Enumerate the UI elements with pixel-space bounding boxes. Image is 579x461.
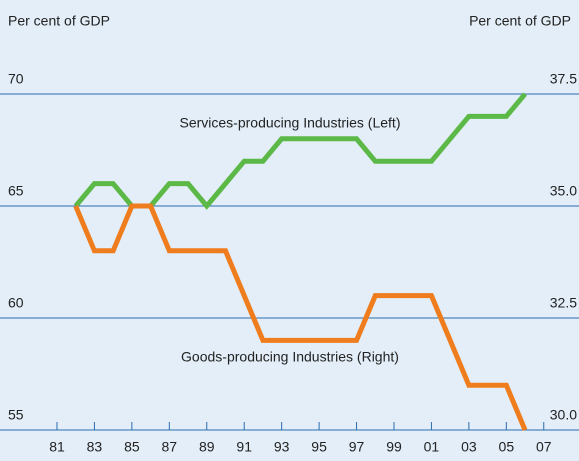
x-tick-label: 83 [87, 439, 103, 455]
y2-tick-label: 35.0 [550, 183, 577, 199]
series-label: Services-producing Industries (Left) [180, 115, 401, 131]
y2-axis-label: Per cent of GDP [469, 13, 571, 29]
y-tick-label: 55 [8, 407, 24, 423]
x-tick-label: 07 [536, 439, 552, 455]
x-tick-label: 01 [424, 439, 440, 455]
x-tick-label: 05 [499, 439, 515, 455]
y-tick-label: 65 [8, 183, 24, 199]
x-tick-label: 89 [199, 439, 215, 455]
x-tick-label: 81 [49, 439, 65, 455]
x-tick-label: 03 [461, 439, 477, 455]
series-line [73, 203, 528, 431]
x-tick-label: 97 [349, 439, 365, 455]
x-tick-label: 85 [124, 439, 140, 455]
series-line [73, 92, 527, 210]
x-tick-label: 87 [162, 439, 178, 455]
y2-tick-label: 32.5 [550, 295, 577, 311]
y2-tick-label: 30.0 [550, 407, 577, 423]
x-tick-label: 95 [311, 439, 327, 455]
x-tick-label: 93 [274, 439, 290, 455]
x-tick-label: 91 [236, 439, 252, 455]
y-tick-label: 70 [8, 71, 24, 87]
series-label: Goods-producing Industries (Right) [181, 349, 399, 365]
y2-tick-label: 37.5 [550, 71, 577, 87]
x-tick-label: 99 [386, 439, 402, 455]
y-axis-label: Per cent of GDP [8, 13, 110, 29]
y-tick-label: 60 [8, 295, 24, 311]
